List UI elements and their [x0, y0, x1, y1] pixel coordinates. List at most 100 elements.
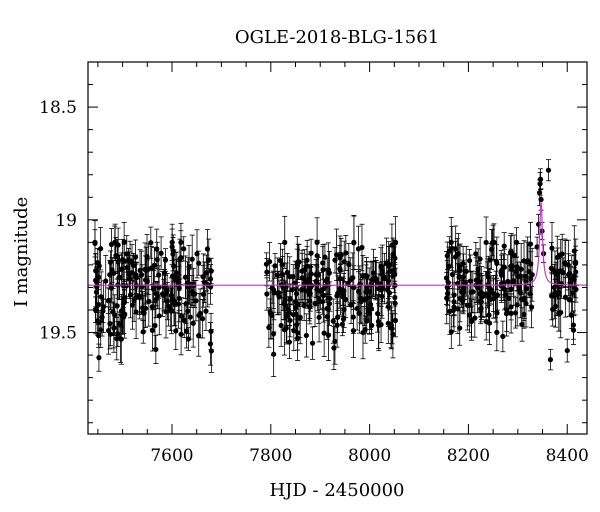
point-marker: [448, 239, 454, 245]
data-point: [343, 234, 349, 271]
data-point: [140, 320, 146, 344]
data-point: [127, 271, 134, 319]
data-point: [330, 298, 336, 344]
point-marker: [494, 260, 500, 267]
y-axis-label: I magnitude: [11, 197, 32, 308]
data-point: [448, 314, 454, 349]
data-point: [312, 280, 318, 327]
point-marker: [337, 286, 343, 292]
point-marker: [285, 307, 291, 313]
data-point: [494, 279, 500, 311]
data-point: [181, 302, 187, 338]
point-marker: [456, 274, 462, 280]
data-point: [370, 248, 377, 298]
point-marker: [168, 308, 175, 314]
point-marker: [112, 312, 118, 318]
point-marker: [269, 285, 275, 291]
point-marker: [208, 328, 214, 335]
data-point: [118, 313, 124, 365]
data-point: [460, 289, 466, 313]
point-marker: [504, 307, 510, 313]
point-marker: [500, 333, 506, 340]
point-marker: [562, 294, 568, 300]
point-marker: [301, 302, 307, 309]
point-marker: [95, 274, 102, 280]
data-point: [363, 256, 370, 295]
point-marker: [379, 293, 385, 299]
data-point: [196, 314, 202, 357]
data-point: [494, 236, 500, 291]
data-point: [392, 283, 398, 323]
data-point: [333, 228, 340, 281]
point-marker: [559, 251, 565, 257]
data-point: [560, 257, 566, 288]
point-marker: [303, 332, 309, 339]
point-marker: [282, 239, 288, 245]
point-marker: [140, 305, 146, 311]
point-marker: [494, 292, 500, 298]
point-marker: [341, 288, 347, 294]
point-marker: [348, 302, 354, 308]
point-marker: [154, 246, 160, 252]
point-marker: [182, 274, 188, 280]
point-marker: [154, 256, 160, 263]
point-marker: [309, 340, 316, 346]
data-point: [527, 221, 534, 267]
data-point: [559, 233, 565, 275]
data-point: [189, 234, 195, 284]
point-marker: [284, 269, 290, 276]
point-marker: [373, 277, 379, 283]
data-point: [309, 326, 316, 360]
point-marker: [509, 266, 515, 272]
point-marker: [392, 300, 398, 306]
point-marker: [573, 269, 579, 275]
point-marker: [385, 287, 391, 293]
point-marker: [152, 322, 158, 329]
point-marker: [111, 325, 117, 331]
point-marker: [277, 258, 283, 264]
point-marker: [293, 311, 299, 317]
point-marker: [448, 329, 454, 335]
point-marker: [185, 279, 191, 286]
data-point: [466, 297, 472, 333]
data-point: [517, 267, 523, 319]
point-marker: [108, 241, 115, 247]
point-marker: [115, 331, 121, 337]
point-marker: [367, 301, 374, 308]
point-marker: [186, 264, 192, 270]
point-marker: [204, 246, 211, 252]
point-marker: [176, 284, 182, 291]
point-marker: [358, 295, 364, 301]
point-marker: [529, 272, 535, 278]
data-point: [476, 262, 483, 302]
point-marker: [96, 319, 102, 325]
point-marker: [124, 265, 130, 271]
data-point: [287, 283, 293, 315]
data-point: [355, 225, 362, 273]
point-marker: [527, 241, 534, 247]
point-marker: [169, 239, 175, 245]
data-point: [478, 293, 484, 325]
data-point: [513, 227, 520, 258]
point-marker: [314, 286, 320, 293]
data-point: [553, 261, 559, 287]
point-marker: [291, 327, 297, 334]
point-marker: [564, 347, 570, 354]
point-marker: [200, 274, 206, 280]
point-marker: [264, 269, 270, 275]
point-marker: [116, 274, 122, 280]
data-point: [501, 248, 507, 286]
data-point: [548, 242, 554, 295]
data-point: [164, 282, 170, 321]
x-tick-label: 7800: [249, 446, 292, 466]
point-marker: [476, 279, 483, 285]
point-marker: [122, 311, 128, 317]
data-point: [529, 247, 535, 302]
point-marker: [276, 290, 282, 296]
x-axis-label: HJD - 2450000: [269, 480, 404, 501]
point-marker: [136, 293, 142, 299]
data-point: [176, 261, 182, 314]
data-point: [392, 244, 398, 273]
point-marker: [287, 296, 293, 302]
data-point: [528, 286, 535, 329]
